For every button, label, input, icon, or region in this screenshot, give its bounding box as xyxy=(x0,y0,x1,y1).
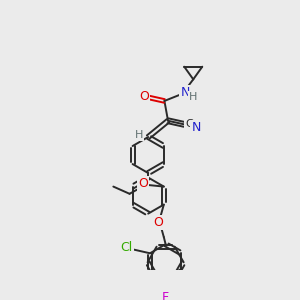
Text: O: O xyxy=(139,90,148,103)
Text: F: F xyxy=(162,291,169,300)
Text: H: H xyxy=(135,130,143,140)
Text: C: C xyxy=(185,119,193,129)
Text: N: N xyxy=(181,86,190,99)
Text: O: O xyxy=(154,216,163,229)
Text: O: O xyxy=(138,177,148,190)
Text: Cl: Cl xyxy=(120,242,133,254)
Text: H: H xyxy=(189,92,197,102)
Text: N: N xyxy=(191,121,201,134)
